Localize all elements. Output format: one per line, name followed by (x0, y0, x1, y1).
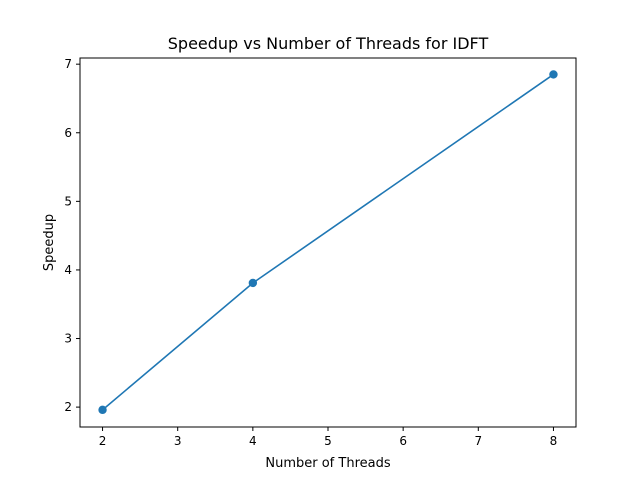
chart-title: Speedup vs Number of Threads for IDFT (168, 34, 489, 53)
x-tick-label: 6 (399, 434, 407, 448)
y-tick-label: 4 (64, 263, 72, 277)
y-tick-label: 5 (64, 194, 72, 208)
series-layer (98, 70, 558, 415)
y-tick-label: 6 (64, 126, 72, 140)
x-tick-label: 8 (550, 434, 558, 448)
x-axis: 2 3 4 5 6 7 8 (99, 427, 558, 448)
y-tick-label: 3 (64, 332, 72, 346)
y-tick-label: 7 (64, 57, 72, 71)
x-tick-label: 3 (174, 434, 182, 448)
x-axis-label: Number of Threads (265, 456, 390, 471)
data-point (549, 70, 558, 79)
y-axis-label: Speedup (42, 214, 57, 271)
y-tick-label: 2 (64, 400, 72, 414)
x-tick-label: 4 (249, 434, 257, 448)
x-tick-label: 7 (474, 434, 482, 448)
y-axis: 2 3 4 5 6 7 (64, 57, 80, 414)
data-point (98, 405, 107, 415)
x-tick-label: 5 (324, 434, 332, 448)
data-point (248, 278, 258, 288)
x-tick-label: 2 (99, 434, 107, 448)
